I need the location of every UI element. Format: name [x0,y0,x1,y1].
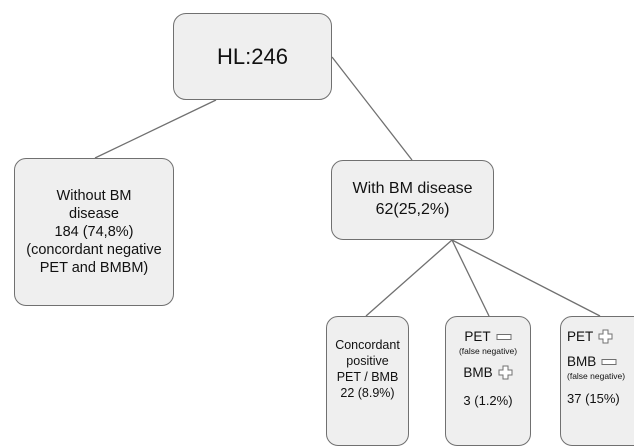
without-line-4: (concordant negative [26,242,162,259]
connector-lines [94,56,601,317]
without-count: 184 (74,8%) [54,223,134,240]
connector-with-to-pet-positive [451,239,601,317]
pet-positive-count: 37 (15%) [567,390,620,406]
minus-sign-icon [601,358,617,366]
pet-row: PET [464,329,512,345]
bmb-row: BMB [567,354,617,370]
connector-root-to-without [94,99,217,159]
pet-negative-bmb-positive-node: PET (false negative) BMB 3 (1.2%) [445,316,531,446]
without-bm-disease-node: Without BM disease 184 (74,8%) (concorda… [14,158,174,306]
connector-with-to-pet-negative [451,239,490,317]
bmb-label: BMB [463,364,493,380]
plus-sign-icon [598,329,613,344]
pet-label: PET [567,329,594,344]
minus-sign-icon [496,333,512,341]
concordant-line-3: PET / BMB [336,370,399,384]
pet-positive-bmb-negative-node: PET BMB (false negative) 37 (15%) [560,316,634,446]
root-label: HL:246 [217,43,288,69]
without-line-1: Without BM [56,187,132,204]
bmb-label: BMB [567,353,597,369]
bmb-row: BMB [463,364,513,381]
concordant-line-1: Concordant [335,338,400,352]
without-line-5: PET and BMBM) [39,260,149,277]
with-line-1: With BM disease [352,180,473,198]
pet-row: PET [567,329,613,345]
without-line-2: disease [69,205,119,222]
concordant-line-2: positive [346,354,389,368]
connector-root-to-with [331,56,413,161]
root-node: HL:246 [173,13,332,100]
pet-false-negative-note: (false negative) [458,345,518,356]
hl-flow-diagram: HL:246 Without BM disease 184 (74,8%) (c… [14,13,634,446]
with-count: 62(25,2%) [375,201,450,218]
connector-with-to-concordant [365,239,453,317]
concordant-positive-node: Concordant positive PET / BMB 22 (8.9%) [326,316,409,446]
pet-label: PET [464,329,491,344]
pet-negative-count: 3 (1.2%) [463,392,513,408]
plus-sign-icon [498,365,513,380]
bmb-false-negative-note: (false negative) [567,370,626,381]
with-bm-disease-node: With BM disease 62(25,2%) [331,160,494,240]
concordant-count: 22 (8.9%) [340,386,395,400]
